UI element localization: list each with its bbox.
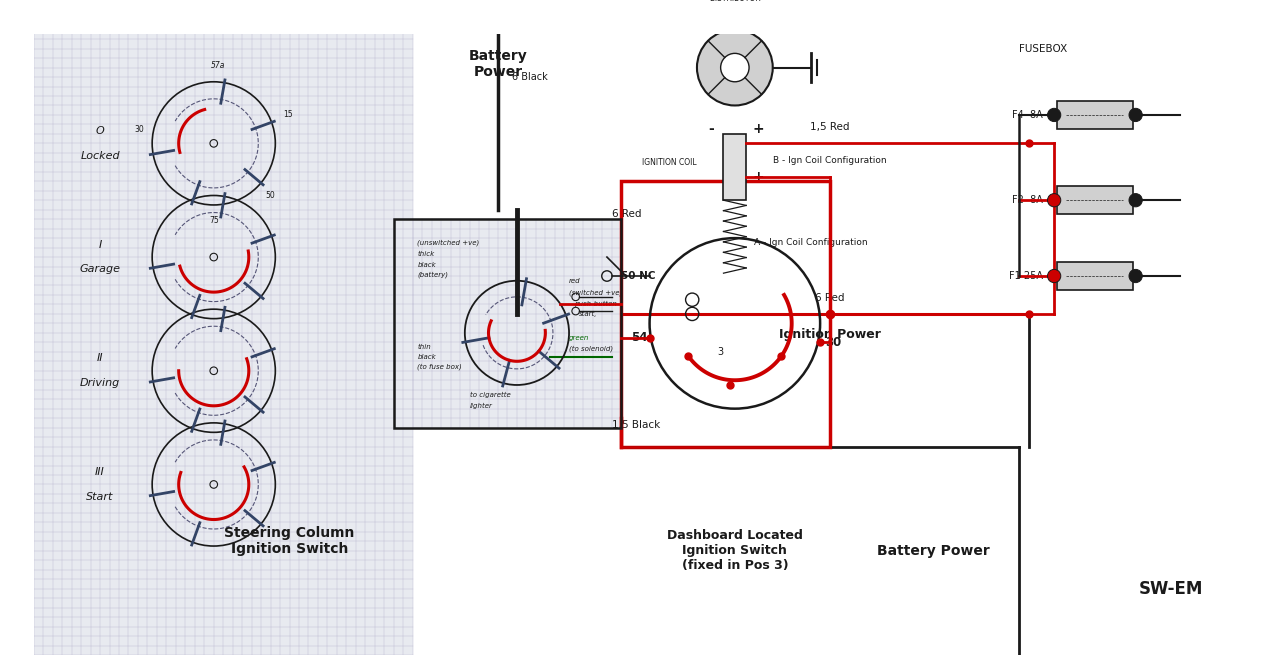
Text: III: III xyxy=(95,467,105,477)
Text: black: black xyxy=(417,354,437,360)
Text: 6 Black: 6 Black xyxy=(512,72,548,82)
Bar xyxy=(412,219,621,428)
Circle shape xyxy=(729,19,741,31)
Text: DISTRIBUTOR: DISTRIBUTOR xyxy=(709,0,760,3)
Text: push-button: push-button xyxy=(574,301,616,307)
Circle shape xyxy=(720,53,749,82)
Text: thin: thin xyxy=(417,344,431,350)
Text: A - Ign Coil Configuration: A - Ign Coil Configuration xyxy=(754,238,868,248)
Text: red: red xyxy=(569,278,580,284)
Text: Dashboard Located
Ignition Switch
(fixed in Pos 3): Dashboard Located Ignition Switch (fixed… xyxy=(666,529,802,572)
Text: lighter: lighter xyxy=(470,403,493,409)
Text: (to fuse box): (to fuse box) xyxy=(417,364,462,370)
Text: (unswitched +ve): (unswitched +ve) xyxy=(417,240,480,246)
Text: +: + xyxy=(752,122,764,136)
Bar xyxy=(723,134,746,200)
Circle shape xyxy=(1129,108,1143,122)
Text: 15: 15 xyxy=(282,111,293,119)
Text: start,: start, xyxy=(579,311,597,317)
Text: FUSEBOX: FUSEBOX xyxy=(1019,44,1067,54)
Text: F1 25A: F1 25A xyxy=(1009,271,1043,281)
Text: (battery): (battery) xyxy=(417,272,448,278)
Text: Ignition Power: Ignition Power xyxy=(778,328,881,341)
Text: 3: 3 xyxy=(718,346,724,357)
Text: (switched +ve): (switched +ve) xyxy=(569,290,623,296)
Text: 1,5 Red: 1,5 Red xyxy=(810,122,849,132)
Text: 57a: 57a xyxy=(212,62,226,71)
Text: SW-EM: SW-EM xyxy=(1139,580,1203,597)
Text: 75: 75 xyxy=(209,216,218,225)
Text: -: - xyxy=(709,122,714,136)
Circle shape xyxy=(1048,108,1061,122)
Text: thick: thick xyxy=(417,252,434,257)
Bar xyxy=(33,35,412,655)
Text: IGNITION COIL: IGNITION COIL xyxy=(642,158,697,167)
Text: 30: 30 xyxy=(135,124,145,134)
Text: B - Ign Coil Configuration: B - Ign Coil Configuration xyxy=(773,156,886,164)
Text: I: I xyxy=(99,240,101,250)
Text: 1,5 Black: 1,5 Black xyxy=(611,420,660,430)
Text: 6 Red: 6 Red xyxy=(611,210,641,219)
Bar xyxy=(621,181,829,447)
Text: Driving: Driving xyxy=(80,378,121,388)
Circle shape xyxy=(1048,269,1061,283)
Text: (to solenoid): (to solenoid) xyxy=(569,346,614,352)
Text: Steering Column
Ignition Switch: Steering Column Ignition Switch xyxy=(225,526,354,556)
Text: F4  8A: F4 8A xyxy=(1012,110,1043,120)
Text: green: green xyxy=(569,335,589,341)
Text: F2  8A: F2 8A xyxy=(1012,195,1043,205)
Text: Battery
Power: Battery Power xyxy=(469,48,528,79)
Text: +: + xyxy=(752,170,764,183)
Text: O: O xyxy=(96,126,104,136)
Text: 6 Red: 6 Red xyxy=(815,293,845,303)
Bar xyxy=(1057,101,1132,129)
Text: to cigarette: to cigarette xyxy=(470,392,510,398)
Text: 50: 50 xyxy=(266,191,276,200)
Bar xyxy=(394,219,621,428)
Text: Start: Start xyxy=(86,492,114,502)
Circle shape xyxy=(697,29,773,105)
Text: Locked: Locked xyxy=(80,151,119,160)
Text: Garage: Garage xyxy=(80,265,121,274)
Circle shape xyxy=(1048,194,1061,207)
Bar xyxy=(1057,262,1132,290)
Text: 30: 30 xyxy=(824,336,841,349)
Text: black: black xyxy=(417,261,437,268)
Circle shape xyxy=(1129,269,1143,283)
Text: 50 NC: 50 NC xyxy=(621,271,656,281)
Text: II: II xyxy=(96,354,103,364)
Text: Battery Power: Battery Power xyxy=(877,544,990,558)
Text: 54: 54 xyxy=(630,331,647,344)
Circle shape xyxy=(1129,194,1143,207)
Bar xyxy=(1057,186,1132,214)
